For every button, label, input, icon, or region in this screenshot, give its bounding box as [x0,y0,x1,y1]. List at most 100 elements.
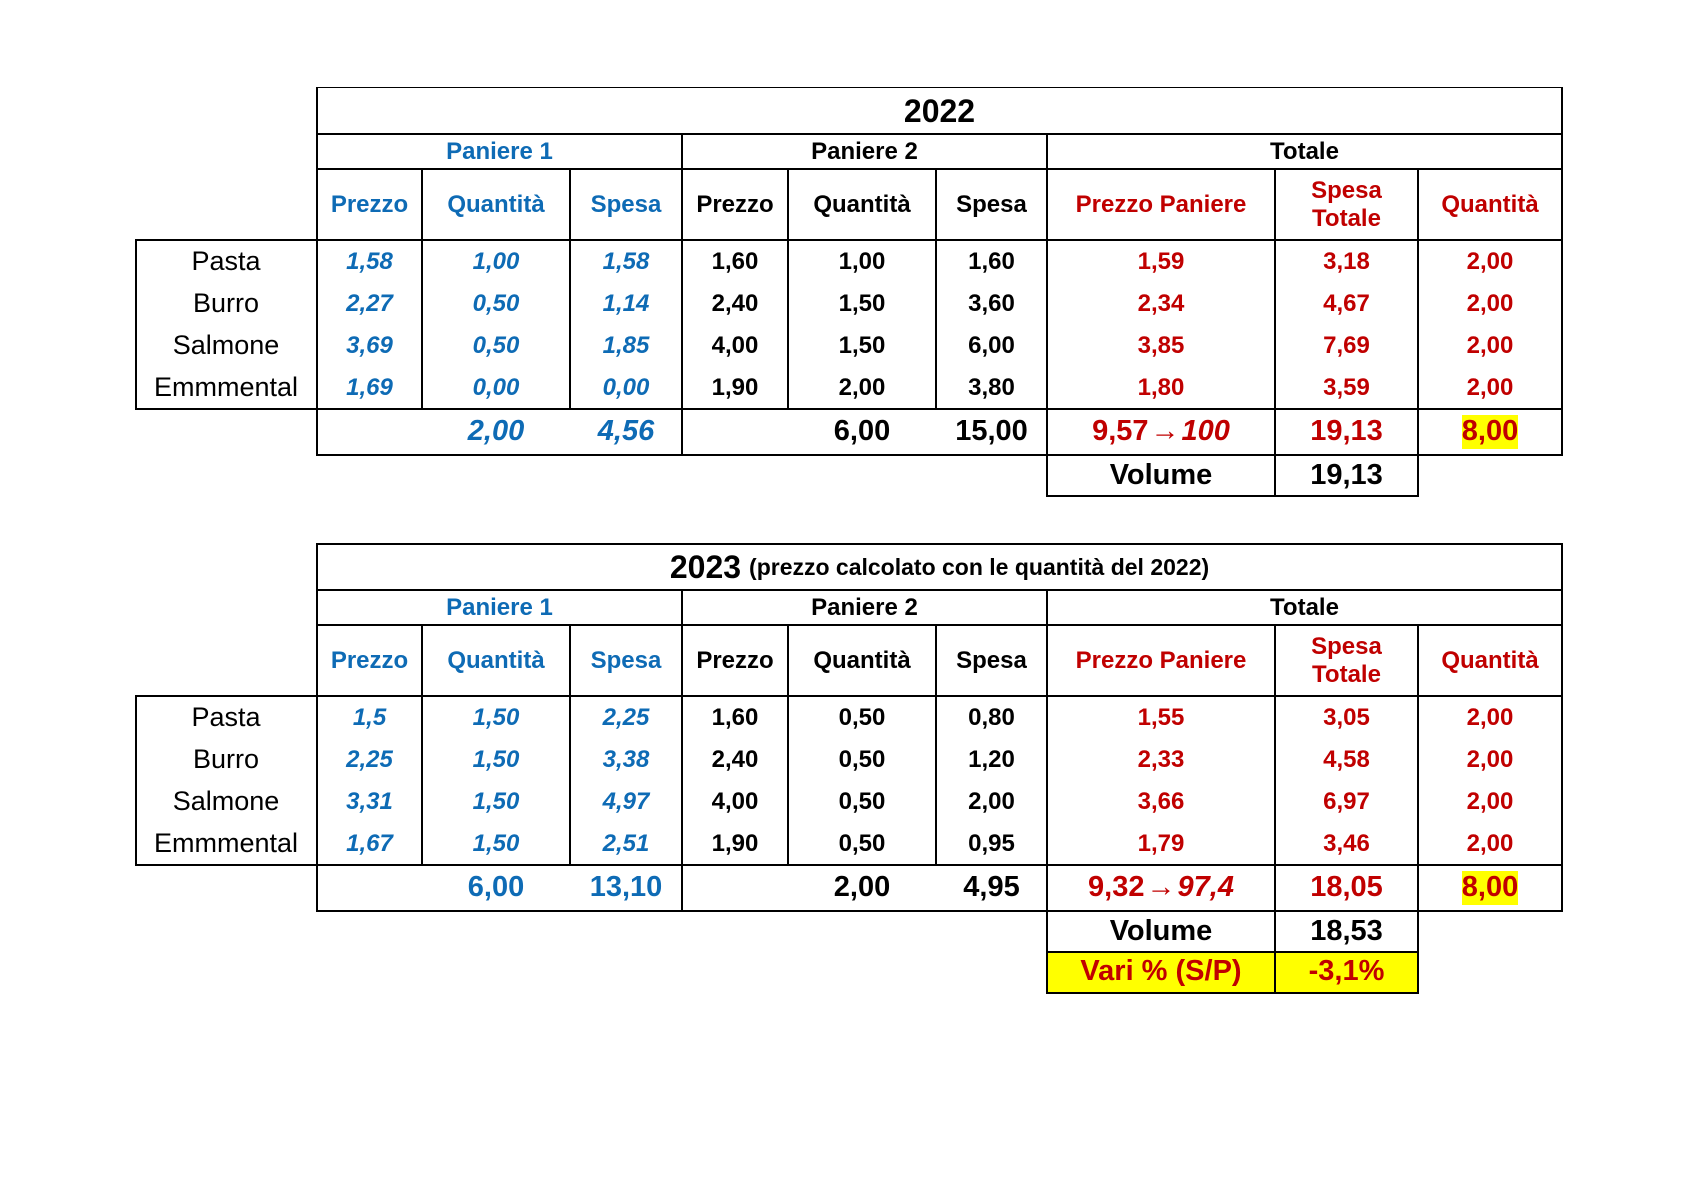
cell-tot-quantita: 2,00 [1466,332,1514,360]
variation-label: Vari % (S/P) [1047,952,1275,992]
cell-p2-spesa: 1,20 [968,746,1015,774]
volume-value: 19,13 [1310,458,1383,491]
row-name: Salmone [172,786,280,817]
total-quantita-cell: 8,00 [1418,409,1562,455]
cell-prezzo-paniere: 3,85 [1137,332,1185,360]
cell-spesa-totale: 4,67 [1323,290,1370,318]
total-p2-spesa: 15,00 [955,415,1028,448]
cell-p2-quantita: 1,50 [838,290,886,318]
volume-label: Volume [1109,914,1213,947]
cell-p2-prezzo: 2,40 [711,746,759,774]
col-header-p2-spesa: Spesa [956,190,1027,218]
cell-p1-prezzo: 1,67 [346,830,393,858]
cell-p1-prezzo: 1,69 [346,374,393,402]
cell-p2-quantita: 0,50 [838,704,886,732]
row-name: Burro [192,288,260,319]
spesa-totale-line-2: Totale [1312,660,1381,688]
total-p2-quantita: 2,00 [833,871,891,904]
total-quantita-highlight: 8,00 [1461,415,1519,449]
row-name: Pasta [191,246,261,277]
col-header-p2-prezzo: Prezzo [696,646,774,674]
cell-spesa-totale: 3,05 [1323,704,1370,732]
cell-p1-quantita: 1,50 [472,830,520,858]
total-price-index: 9,57 → 100 [1047,409,1275,455]
price-index-value: 100 [1181,415,1230,448]
col-header-tot-quantita: Quantità [1441,190,1539,218]
col-header-p1-prezzo: Prezzo [330,190,409,218]
col-header-p1-prezzo: Prezzo [330,646,409,674]
cell-prezzo-paniere: 1,55 [1137,704,1185,732]
cell-tot-quantita: 2,00 [1466,788,1514,816]
cell-p1-spesa: 4,97 [602,788,650,816]
total-p2-spesa: 4,95 [963,871,1020,904]
cell-p2-spesa: 2,00 [968,788,1015,816]
cell-spesa-totale: 3,59 [1323,374,1370,402]
cell-spesa-totale: 6,97 [1323,788,1370,816]
cell-tot-quantita: 2,00 [1466,248,1514,276]
cell-spesa-totale: 4,58 [1323,746,1370,774]
cell-p2-quantita: 0,50 [838,746,886,774]
cell-p1-quantita: 1,50 [472,746,520,774]
cell-p2-quantita: 0,50 [838,788,886,816]
total-p1-spesa: 13,10 [589,871,663,904]
total-p1-quantita: 6,00 [467,871,525,904]
cell-p1-quantita: 0,50 [472,290,520,318]
group-header-paniere-2: Paniere 2 [811,137,918,165]
total-spesa-totale: 19,13 [1310,415,1383,448]
group-header-totale: Totale [1270,137,1339,165]
cell-p1-prezzo: 1,58 [346,248,393,276]
cell-p1-spesa: 3,38 [602,746,650,774]
basket-price: 9,57 [1092,415,1149,448]
col-header-prezzo-paniere: Prezzo Paniere [1075,646,1247,674]
col-header-p2-quantita: Quantità [813,190,911,218]
cell-spesa-totale: 3,46 [1323,830,1370,858]
cell-p2-spesa: 6,00 [968,332,1015,360]
cell-p1-quantita: 1,50 [472,704,520,732]
cell-p2-quantita: 1,50 [838,332,886,360]
col-header-tot-quantita: Quantità [1441,646,1539,674]
cell-p2-quantita: 2,00 [838,374,886,402]
group-header-paniere-2: Paniere 2 [811,593,918,621]
cell-p1-spesa: 2,25 [602,704,650,732]
cell-p2-prezzo: 4,00 [711,788,759,816]
group-header-paniere-1: Paniere 1 [446,137,553,165]
cell-prezzo-paniere: 2,34 [1137,290,1185,318]
cell-p1-prezzo: 3,31 [346,788,393,816]
cell-p1-prezzo: 3,69 [346,332,393,360]
cell-p1-spesa: 0,00 [602,374,650,402]
cell-p1-quantita: 0,50 [472,332,520,360]
col-header-prezzo-paniere: Prezzo Paniere [1075,190,1247,218]
volume-value: 18,53 [1310,914,1383,947]
spesa-totale-line-1: Spesa [1311,632,1382,660]
cell-p2-prezzo: 1,90 [711,830,759,858]
cell-p2-quantita: 1,00 [838,248,886,276]
total-p1-quantita: 2,00 [467,415,525,448]
cell-p2-quantita: 0,50 [838,830,886,858]
year-label: 2023 [669,548,742,585]
cell-p2-spesa: 0,80 [968,704,1015,732]
cell-p2-prezzo: 1,60 [711,248,759,276]
cell-p2-spesa: 0,95 [968,830,1015,858]
cell-p2-prezzo: 1,90 [711,374,759,402]
cell-p2-prezzo: 4,00 [711,332,759,360]
spesa-totale-line-2: Totale [1312,204,1381,232]
col-header-p2-prezzo: Prezzo [696,190,774,218]
cell-tot-quantita: 2,00 [1466,830,1514,858]
cell-p1-spesa: 1,14 [602,290,650,318]
table-title: 2023 (prezzo calcolato con le quantità d… [317,544,1562,590]
cell-p1-quantita: 1,00 [472,248,520,276]
cell-tot-quantita: 2,00 [1466,704,1514,732]
total-quantita-highlight: 8,00 [1461,871,1519,905]
cell-tot-quantita: 2,00 [1466,290,1514,318]
group-header-totale: Totale [1270,593,1339,621]
table-title: 2022 [317,88,1562,134]
volume-label: Volume [1109,458,1213,491]
cell-p2-spesa: 1,60 [968,248,1015,276]
cell-p2-prezzo: 2,40 [711,290,759,318]
col-header-p2-spesa: Spesa [956,646,1027,674]
cell-prezzo-paniere: 1,79 [1137,830,1185,858]
cell-tot-quantita: 2,00 [1466,746,1514,774]
cell-p1-prezzo: 2,25 [346,746,393,774]
row-name: Salmone [172,330,280,361]
spesa-totale-line-1: Spesa [1311,176,1382,204]
